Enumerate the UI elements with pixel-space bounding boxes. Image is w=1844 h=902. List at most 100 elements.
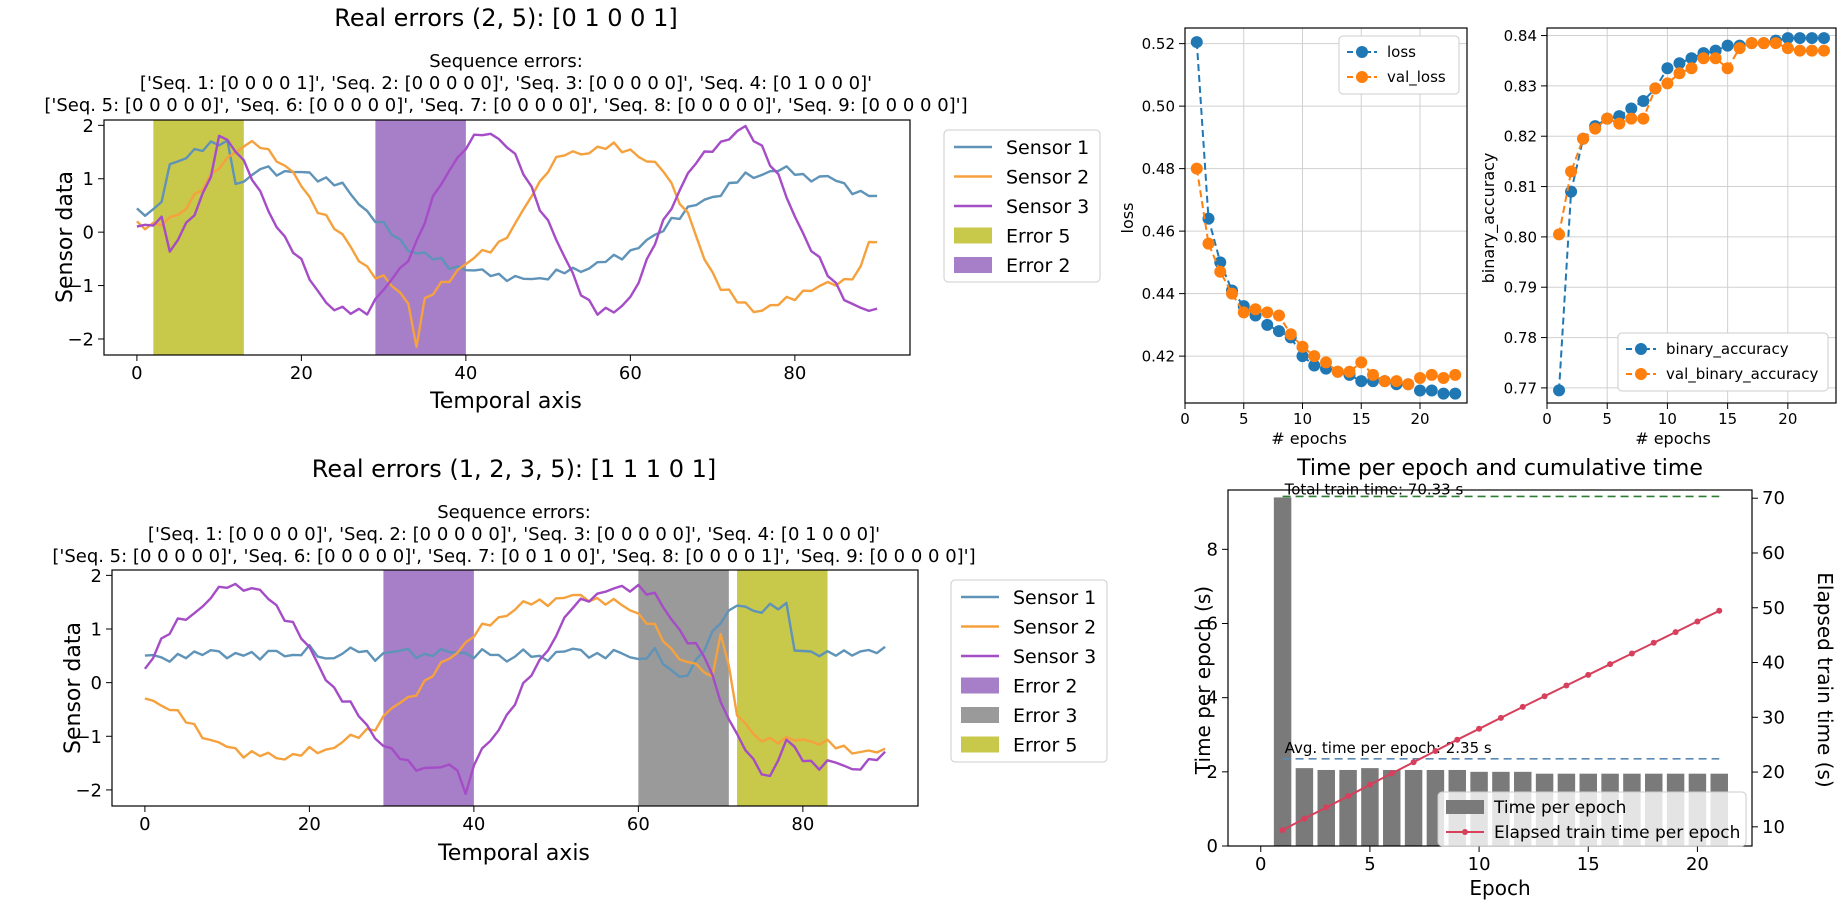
x-tick-label: 40 [462, 814, 485, 835]
data-point [1565, 165, 1578, 178]
plot-frame [111, 569, 919, 807]
cumulative-point [1541, 693, 1548, 700]
subtitle-line-3: ['Seq. 5: [0 0 0 0 0]', 'Seq. 6: [0 0 0 … [44, 95, 967, 116]
x-tick-label: 60 [627, 814, 650, 835]
data-point [1190, 162, 1203, 175]
y-axis-label: binary_accuracy [1479, 153, 1499, 284]
data-point [1284, 328, 1297, 341]
data-point [1637, 112, 1650, 125]
legend-swatch-marker [1356, 46, 1368, 58]
y-tick-label: 0 [91, 673, 102, 694]
x-tick-label: 10 [1658, 410, 1677, 428]
y-axis-label: Sensor data [53, 171, 78, 303]
data-point [1425, 368, 1438, 381]
bar [1295, 768, 1314, 846]
data-point [1637, 94, 1650, 107]
cumulative-point [1694, 618, 1701, 625]
x-tick-label: 15 [1718, 410, 1737, 428]
legend-label: Error 5 [1006, 226, 1070, 248]
y-tick-label: 0.78 [1504, 329, 1537, 347]
data-point [1625, 112, 1638, 125]
data-point [1202, 212, 1215, 225]
data-point [1781, 32, 1794, 45]
y-tick-label: 1 [91, 619, 102, 640]
series-line [143, 582, 886, 795]
x-tick-label: 0 [1180, 410, 1190, 428]
y-tick-label: 0.79 [1504, 279, 1537, 297]
data-point [1805, 32, 1818, 45]
y-tick-label: 0.46 [1142, 223, 1175, 241]
data-point [1817, 44, 1830, 57]
series-line [1195, 42, 1456, 395]
data-point [1697, 52, 1710, 65]
y-tick-label: 0.77 [1504, 379, 1537, 397]
loss-chart: # epochs loss 0 5 10 15 20 0.42 0.44 0.46 0.48 0.… [1118, 27, 1468, 448]
legend-label: Sensor 3 [1013, 646, 1096, 668]
data-point [1673, 67, 1686, 80]
y-tick-label: 8 [1207, 539, 1218, 560]
data-point [1273, 309, 1285, 322]
cumulative-point [1628, 650, 1635, 657]
legend-box [943, 129, 1101, 283]
legend-box [1437, 791, 1747, 847]
cumulative-point [1388, 770, 1395, 777]
x-tick-label: 10 [1468, 854, 1491, 875]
data-point [1402, 378, 1415, 391]
data-point [1367, 368, 1379, 381]
x-tick-label: 0 [139, 814, 150, 835]
data-point [1214, 265, 1227, 278]
data-point [1553, 384, 1566, 397]
y-tick-label: −1 [67, 276, 94, 297]
data-point [1425, 384, 1438, 397]
data-point [1721, 62, 1734, 75]
plot-frame [1184, 27, 1468, 404]
data-point [1757, 37, 1770, 50]
data-point [1437, 372, 1450, 384]
data-point [1343, 365, 1356, 378]
data-point [1769, 37, 1782, 50]
x-tick-label: 0 [1255, 854, 1266, 875]
y-tick-label: 2 [91, 566, 102, 587]
legend-label: Sensor 1 [1006, 137, 1089, 159]
chart-title: Real errors (2, 5): [0 1 0 0 1] [334, 4, 677, 32]
data-point [1709, 52, 1722, 65]
x-axis-label: # epochs [1635, 429, 1711, 448]
x-tick-label: 80 [791, 814, 814, 835]
legend-box [1338, 35, 1460, 95]
cumulative-point [1585, 671, 1592, 678]
plot-frame [103, 119, 911, 356]
series-line [136, 139, 878, 283]
cumulative-point [1607, 661, 1614, 668]
data-point [1793, 32, 1806, 45]
data-point [1601, 112, 1614, 125]
y-tick-label: 0 [1207, 836, 1218, 857]
data-point [1249, 303, 1262, 316]
legend-label: Sensor 2 [1013, 617, 1096, 639]
y-tick-label: 1 [83, 169, 94, 190]
data-point [1355, 375, 1368, 388]
series-line [136, 124, 878, 316]
data-point [1781, 42, 1794, 55]
y-tick-label: 6 [1207, 614, 1218, 635]
time-per-epoch-chart: Time per epoch and cumulative time Epoch… [1191, 456, 1837, 900]
x-tick-label: 60 [619, 363, 642, 384]
data-point [1414, 384, 1426, 397]
data-point [1721, 39, 1734, 52]
data-point [1685, 62, 1698, 75]
error-band [638, 570, 729, 806]
y-tick-label: 0.50 [1142, 98, 1175, 116]
bar [1404, 769, 1423, 846]
data-point [1296, 340, 1309, 353]
plot-frame [1546, 27, 1837, 404]
y-tick-label-right: 70 [1762, 488, 1785, 509]
y-tick-label: 2 [83, 116, 94, 137]
cumulative-point [1476, 725, 1483, 732]
subtitle-line-1: Sequence errors: [429, 51, 583, 72]
legend-label: Error 2 [1006, 255, 1070, 277]
data-point [1308, 359, 1321, 372]
cumulative-point [1301, 815, 1308, 822]
cumulative-point [1716, 607, 1723, 614]
y-tick-label-right: 30 [1762, 707, 1785, 728]
legend-box [1617, 332, 1829, 392]
